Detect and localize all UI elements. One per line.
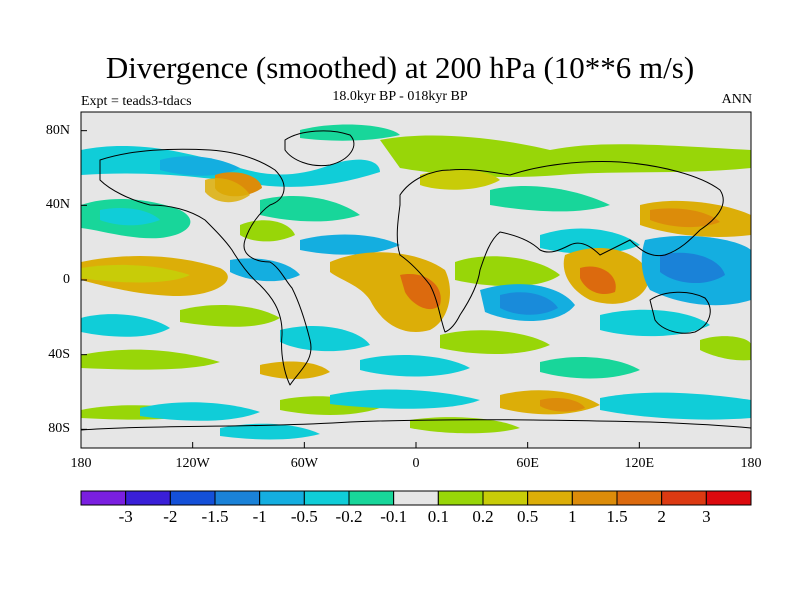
lon-label: 60W: [290, 456, 318, 471]
field-patch: [140, 402, 260, 421]
colorbar-label: 2: [657, 507, 666, 526]
field-patch: [81, 349, 220, 370]
lat-label: 80S: [48, 421, 70, 437]
colorbar-swatch: [169, 490, 216, 506]
field-patch: [490, 185, 610, 212]
field-patch: [360, 354, 470, 377]
field-patch: [580, 266, 616, 295]
map-title: Divergence (smoothed) at 200 hPa (10**6 …: [105, 50, 695, 85]
season-label: ANN: [721, 92, 752, 107]
colorbar-label: -3: [118, 507, 133, 526]
colorbar-swatch: [437, 490, 484, 506]
colorbar-swatch: [571, 490, 618, 506]
antarctica-coast: [81, 419, 751, 431]
colorbar-swatch: [661, 490, 707, 506]
lon-label: 180: [70, 456, 92, 471]
lon-label: 60E: [516, 456, 539, 471]
greenland-coast: [284, 130, 355, 167]
field-patch: [260, 195, 360, 222]
colorbar-label: -1: [252, 507, 267, 526]
field-patch: [440, 330, 550, 354]
colorbar-label: 1: [568, 507, 577, 526]
field-patch: [260, 361, 330, 379]
field-patch: [81, 264, 190, 283]
colorbar-label: 0.1: [427, 507, 449, 526]
field-patch: [205, 178, 250, 203]
divergence-field: [81, 112, 751, 448]
lon-label: 120W: [175, 456, 210, 471]
lat-label: 80N: [45, 122, 70, 138]
colorbar-swatch: [527, 490, 573, 506]
eurasia-africa-coast: [396, 161, 724, 333]
field-patch: [300, 124, 400, 141]
colorbar-swatch: [125, 490, 171, 506]
coastlines: [81, 130, 751, 431]
field-patch: [540, 397, 585, 412]
australia-coast: [649, 291, 711, 334]
colorbar-swatch: [705, 490, 752, 506]
field-patch: [410, 417, 520, 434]
field-patch: [650, 208, 720, 228]
colorbar-swatch: [393, 490, 439, 506]
field-patch: [660, 252, 725, 284]
colorbar-label: 1.5: [606, 507, 628, 526]
lat-label: 40N: [45, 197, 70, 213]
axis-ticks: [80, 130, 752, 448]
field-patch: [160, 156, 240, 176]
americas-coast: [99, 148, 312, 386]
lon-label: 0: [412, 456, 420, 471]
field-patch: [455, 256, 560, 287]
field-patch: [600, 309, 710, 337]
colorbar-swatch: [616, 490, 663, 506]
field-patch: [220, 423, 320, 440]
colorbar-swatch: [303, 490, 350, 506]
colorbar-label: -0.1: [380, 507, 408, 526]
colorbar-label: -2: [163, 507, 178, 526]
colorbar-swatch: [80, 490, 127, 506]
colorbar-swatch: [348, 490, 395, 506]
lat-label: 40S: [48, 346, 70, 362]
field-patch: [280, 325, 370, 352]
colorbar-label: 0.2: [472, 507, 494, 526]
colorbar-label: 0.5: [517, 507, 539, 526]
field-patch: [600, 392, 751, 420]
colorbar-swatch: [214, 490, 261, 506]
field-patch: [330, 389, 480, 409]
colorbar-label: -1.5: [201, 507, 229, 526]
colorbar: [80, 490, 752, 506]
field-patch: [100, 208, 160, 226]
field-patch: [400, 274, 441, 310]
map-subtitle: 18.0kyr BP - 018kyr BP: [332, 89, 468, 104]
colorbar-swatch: [259, 490, 305, 506]
colorbar-label: -0.2: [335, 507, 363, 526]
experiment-label: Expt = teads3-tdacs: [81, 94, 192, 109]
lon-label: 180: [740, 456, 762, 471]
field-patch: [300, 234, 400, 255]
field-patch: [700, 336, 751, 361]
field-patch: [500, 292, 558, 315]
colorbar-label: -0.5: [290, 507, 318, 526]
field-patch: [240, 220, 295, 242]
field-patch: [540, 356, 640, 379]
field-patch: [420, 169, 500, 190]
colorbar-label: 3: [702, 507, 711, 526]
field-patch: [81, 314, 170, 337]
field-patch: [330, 252, 450, 332]
lat-label: 0: [63, 272, 70, 287]
field-patch: [180, 304, 280, 327]
lon-label: 120E: [624, 456, 655, 471]
colorbar-swatch: [482, 490, 529, 506]
